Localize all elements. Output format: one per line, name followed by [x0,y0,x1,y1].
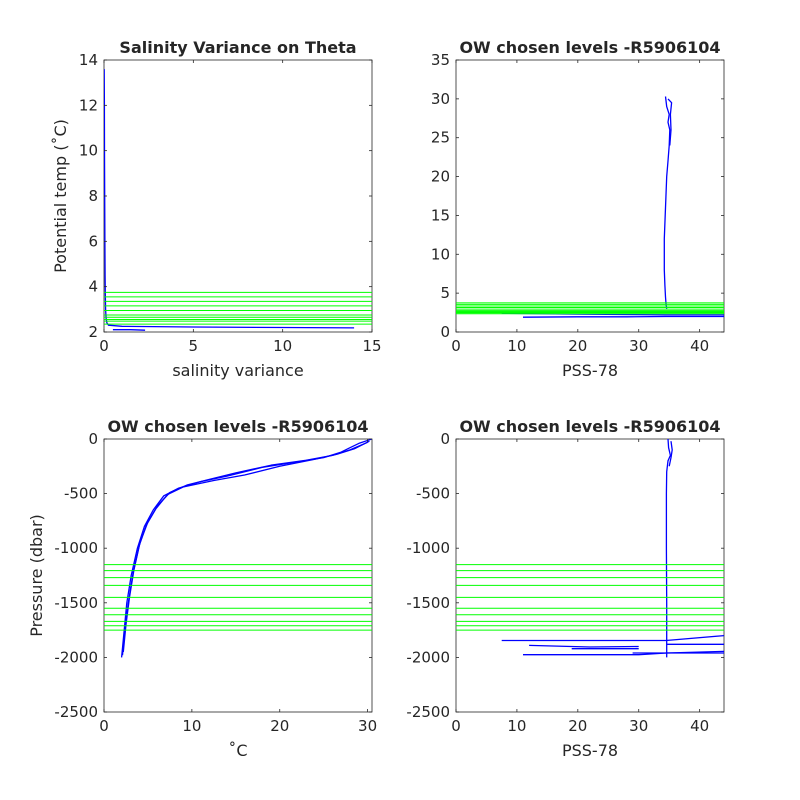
x-tick-label: 15 [362,337,381,355]
x-tick-label: 20 [270,717,289,735]
x-tick-label: 0 [99,717,109,735]
x-tick-label: 20 [568,337,587,355]
y-tick-label: 2 [88,323,98,341]
series-line-4 [529,644,639,648]
x-axis-label: ˚C [228,741,247,760]
y-tick-label: -1500 [406,594,450,612]
x-tick-label: 10 [182,717,201,735]
series-line-2 [112,329,146,331]
x-tick-label: 5 [189,337,199,355]
plot-area [455,438,725,713]
y-tick-label: 4 [88,278,98,296]
y-tick-label: 5 [440,284,450,302]
y-tick-label: -500 [64,485,98,503]
y-tick-label: 35 [431,51,450,69]
data-layer [456,96,724,318]
plot-area [103,438,373,713]
x-axis-label: PSS-78 [562,741,618,760]
data-layer [104,439,372,658]
y-tick-label: 0 [440,323,450,341]
y-tick-label: 30 [431,90,450,108]
series-line-2 [667,98,673,146]
x-tick-label: 10 [507,717,526,735]
x-tick-label: 40 [690,337,709,355]
y-tick-label: 12 [79,96,98,114]
chart-title: OW chosen levels -R5906104 [459,417,720,436]
series-line-6 [523,650,724,656]
y-axis-label: Pressure (dbar) [27,514,46,637]
y-tick-label: 10 [79,142,98,160]
data-layer [456,439,724,658]
x-tick-label: 0 [451,717,461,735]
chart-panel-2: 0 10 20 30 40 0 5 10 15 20 25 30 35 OW chosen levels … [431,38,725,380]
series-line-3 [121,440,370,656]
chart-title: Salinity Variance on Theta [119,38,356,57]
series-line-1 [663,96,671,309]
x-axis-label: PSS-78 [562,361,618,380]
chart-panel-3: 0 10 20 30 -2500 -2000 -1500 -1000 -500 0 OW chose… [27,417,377,760]
x-tick-label: 10 [273,337,292,355]
y-tick-label: -2000 [406,648,450,666]
chart-title: OW chosen levels -R5906104 [107,417,368,436]
x-tick-label: 40 [690,717,709,735]
x-axis-label: salinity variance [172,361,303,380]
data-layer [104,69,372,331]
x-tick-label: 20 [568,717,587,735]
chart-title: OW chosen levels -R5906104 [459,38,720,57]
y-tick-label: 20 [431,168,450,186]
y-tick-label: -1500 [54,594,98,612]
y-tick-label: -2500 [54,703,98,721]
y-tick-label: -2000 [54,648,98,666]
y-axis-label: Potential temp (˚C) [51,119,70,273]
plot-area [455,59,725,333]
y-tick-label: 15 [431,206,450,224]
chart-panel-4: 0 10 20 30 40 -2500 -2000 -1500 -1000 -500 0 OW cho… [406,417,725,760]
series-line-2 [668,441,673,467]
y-tick-label: 0 [88,430,98,448]
x-tick-label: 30 [629,337,648,355]
y-tick-label: 14 [79,51,98,69]
y-tick-label: 25 [431,129,450,147]
y-tick-label: -2500 [406,703,450,721]
x-tick-label: 30 [629,717,648,735]
x-tick-label: 30 [358,717,377,735]
series-line-3 [501,634,724,642]
y-tick-label: 8 [88,187,98,205]
y-tick-label: -500 [416,485,450,503]
plot-area [103,59,373,333]
y-tick-label: 6 [88,232,98,250]
x-tick-label: 10 [507,337,526,355]
y-tick-label: -1000 [406,539,450,557]
x-tick-label: 0 [99,337,109,355]
y-tick-label: -1000 [54,539,98,557]
series-line-4 [522,315,724,318]
chart-panel-1: 0 5 10 15 2 4 6 8 10 12 14 Salinity Variance on The… [51,38,382,380]
x-tick-label: 0 [451,337,461,355]
series-line-1 [104,69,355,329]
y-tick-label: 0 [440,430,450,448]
y-tick-label: 10 [431,245,450,263]
